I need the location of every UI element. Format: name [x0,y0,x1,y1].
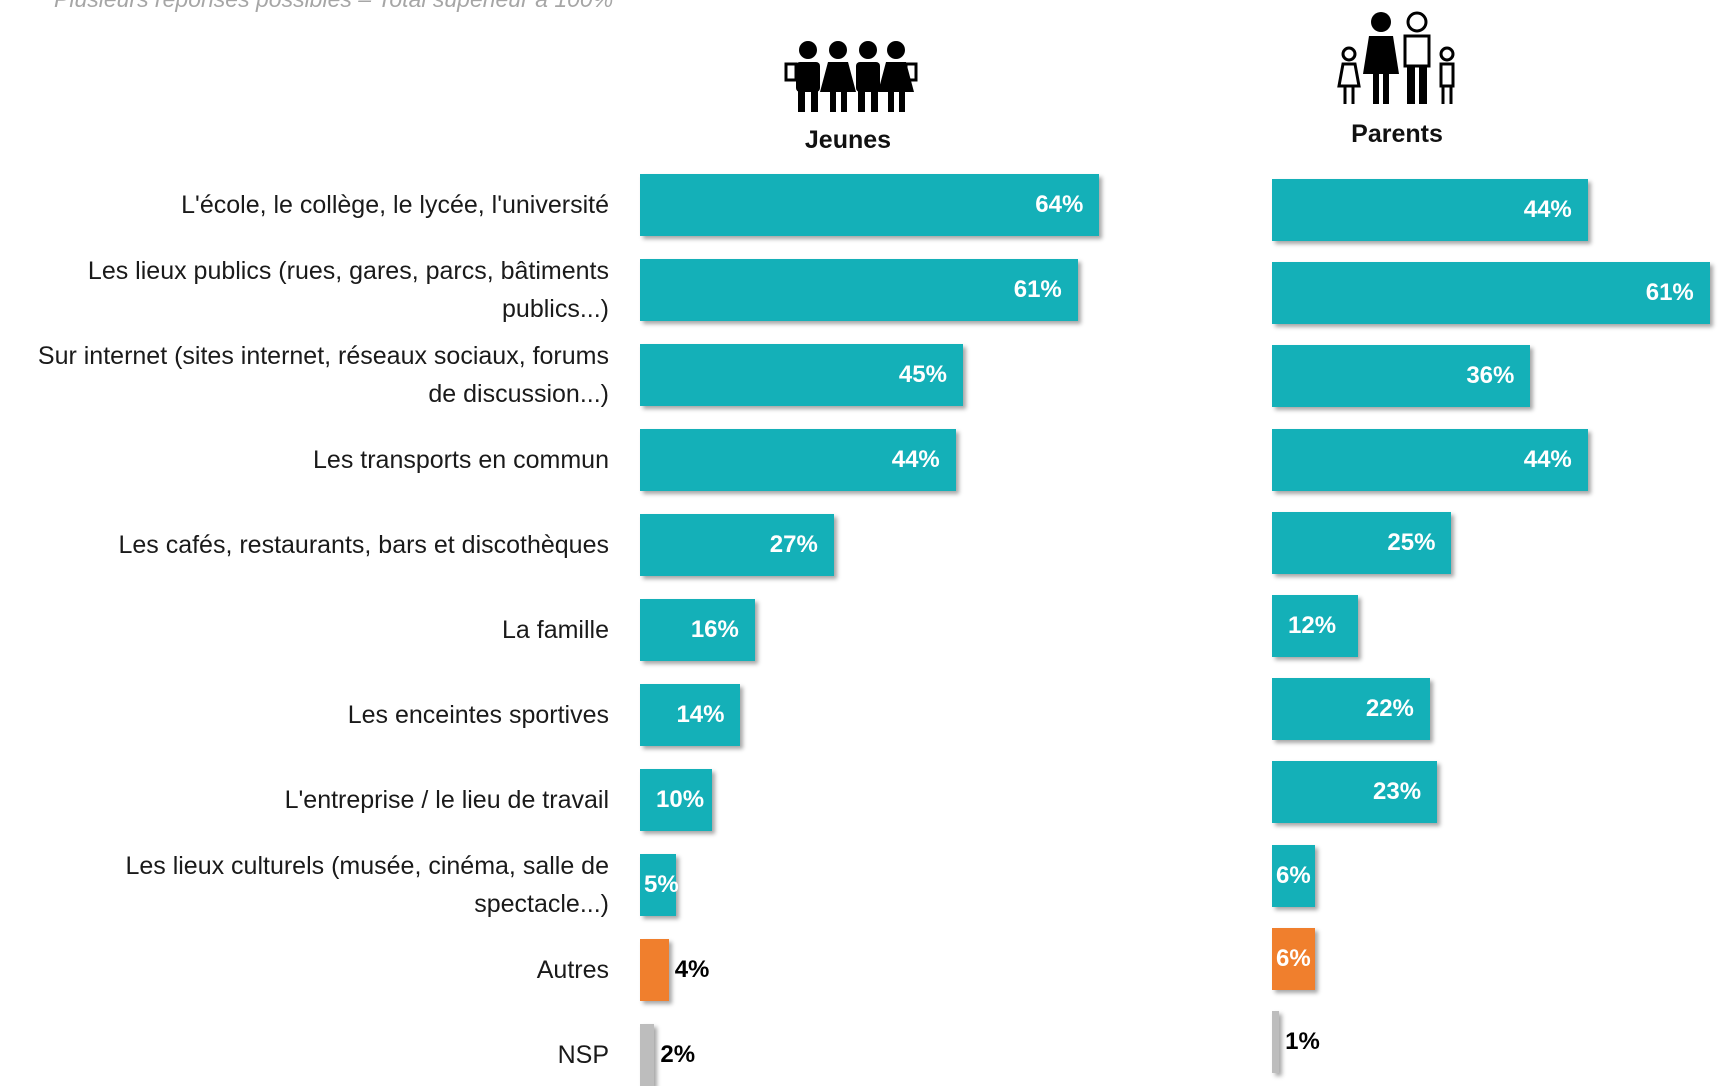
value-label: 25% [1387,528,1436,556]
value-label: 6% [1276,861,1311,889]
value-label: 64% [1035,191,1084,218]
category-label: La famille [502,616,609,644]
value-label: 36% [1466,362,1515,390]
value-label: 12% [1288,612,1337,639]
bar [640,939,669,1001]
bar [1272,761,1438,824]
category-label: Sur internet (sites internet, réseaux so… [37,342,609,408]
value-label: 61% [1645,279,1694,307]
value-label: 4% [674,956,710,983]
bar [1272,678,1430,741]
value-label: 44% [891,446,940,473]
value-label: 16% [690,616,739,643]
bar [640,769,712,831]
category-label: Les lieux culturels (musée, cinéma, sall… [125,852,609,918]
bar [640,429,956,491]
category-label: NSP [557,1041,609,1069]
bar [1272,179,1588,241]
category-label: Les lieux publics (rues, gares, parcs, b… [87,257,609,323]
bar [1272,345,1531,408]
value-label: 45% [898,361,947,388]
category-label: Autres [536,956,609,984]
bar [1272,595,1359,657]
bar [640,684,741,746]
value-label: 1% [1285,1028,1320,1055]
value-label: 44% [1523,196,1572,223]
subtitle: Plusieurs réponses possibles – Total sup… [54,0,613,13]
bar [640,854,676,916]
series-name: Parents [1351,120,1443,148]
bar [1272,844,1316,907]
bar [1272,428,1588,491]
value-label: 61% [1013,276,1062,303]
category-label: L'entreprise / le lieu de travail [284,786,609,814]
category-label: Les transports en commun [313,446,609,474]
value-label: 23% [1373,778,1422,806]
bar [1272,511,1452,574]
bar [1272,1011,1280,1073]
bar [640,259,1078,321]
value-label: 14% [676,701,725,728]
youth-icon [784,41,918,112]
bar [640,1024,655,1086]
value-label: 5% [644,871,679,898]
bar [1272,927,1316,990]
bar [640,344,963,406]
value-label: 44% [1523,445,1572,473]
bar [640,514,834,576]
category-label: Les enceintes sportives [347,701,609,729]
category-label: Les cafés, restaurants, bars et discothè… [118,531,609,559]
category-label: L'école, le collège, le lycée, l'univers… [181,191,609,219]
series-name: Jeunes [804,126,892,154]
bar [640,174,1100,236]
bar [1272,262,1710,325]
parents-icon [1337,11,1455,104]
value-label: 10% [656,786,705,813]
value-label: 2% [660,1041,696,1068]
value-label: 27% [769,531,818,558]
value-label: 6% [1276,944,1311,972]
value-label: 22% [1365,695,1414,723]
bar [640,599,755,661]
